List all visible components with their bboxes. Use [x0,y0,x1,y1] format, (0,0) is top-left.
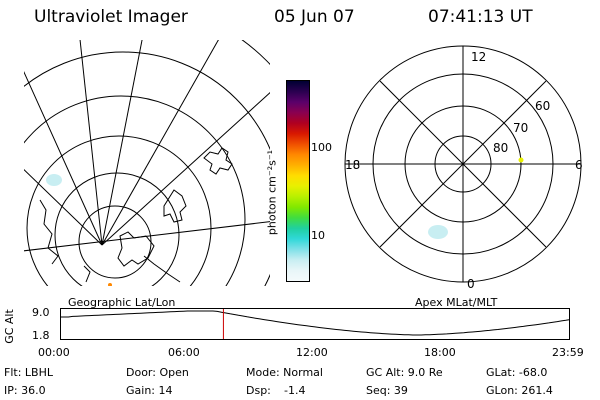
mlt-axis-diagonal [379,80,547,248]
timeline-ytick-bottom: 1.8 [32,329,50,342]
timeline-frame [60,308,570,340]
lat-circle [54,172,180,286]
coastline [83,265,91,283]
door-label: Door: Open [126,366,189,379]
mlat-label-80: 80 [493,141,508,155]
timeline-xtick-0600: 06:00 [168,346,200,359]
meridian [24,70,103,246]
glon-label: GLon: 261.4 [486,384,553,397]
app-title: Ultraviolet Imager [34,7,188,27]
coastline [203,147,233,175]
colorbar-unit-label: photon cm⁻²s⁻¹ [265,149,279,236]
meridian [24,221,270,252]
mlat-label-70: 70 [513,121,528,135]
mlt-label-left: 18 [345,158,360,172]
aurora-patch [428,225,448,239]
aurora-patch [46,174,62,186]
satellite-marker [108,283,112,286]
dsp-value: -1.4 [284,384,306,397]
lat-circle [24,95,246,286]
mode-label: Mode: Normal [246,366,323,379]
lat-circle [26,135,212,286]
timeline-xtick-0000: 00:00 [38,346,70,359]
geo-panel-label: Geographic Lat/Lon [68,296,176,309]
timeline-ytick-top: 9.0 [32,306,50,319]
mlt-label-top: 12 [471,50,486,64]
mlt-polar-panel: 12 18 6 0 60 70 80 [344,45,583,290]
aurora-spot [518,157,524,163]
mlt-panel-label: Apex MLat/MLT [415,296,498,309]
date-label: 05 Jun 07 [274,7,355,27]
coastline [39,199,59,265]
timeline-xtick-1200: 12:00 [296,346,328,359]
time-label: 07:41:13 UT [428,7,533,27]
mlat-label-60: 60 [535,99,550,113]
timeline-ylabel: GC Alt [2,309,16,344]
altitude-timeline [60,308,570,340]
timeline-xtick-2359: 23:59 [552,346,584,359]
meridian [101,40,219,246]
colorbar-tick-10: 10 [311,229,325,242]
colorbar [286,80,310,282]
geographic-map-panel [24,40,270,286]
dsp-label: Dsp: [246,384,271,397]
altitude-curve [60,310,570,336]
colorbar-gradient [287,81,309,281]
coastline [117,231,155,267]
timeline-xtick-1800: 18:00 [424,346,456,359]
ip-label: IP: 36.0 [4,384,46,397]
colorbar-tick-100: 100 [311,141,332,154]
coastline [163,189,187,223]
filter-label: Flt: LBHL [4,366,53,379]
gc-alt-label: GC Alt: 9.0 Re [366,366,443,379]
mlt-label-bottom: 0 [467,277,475,290]
meridian [101,92,270,246]
gain-label: Gain: 14 [126,384,173,397]
seq-label: Seq: 39 [366,384,408,397]
meridian [79,40,103,246]
mlt-label-right: 6 [575,158,583,172]
coastline [143,255,181,283]
meridian [24,168,103,246]
meridian [101,40,143,246]
lat-circle [241,40,270,66]
glat-label: GLat: -68.0 [486,366,548,379]
lat-circle [24,51,270,286]
